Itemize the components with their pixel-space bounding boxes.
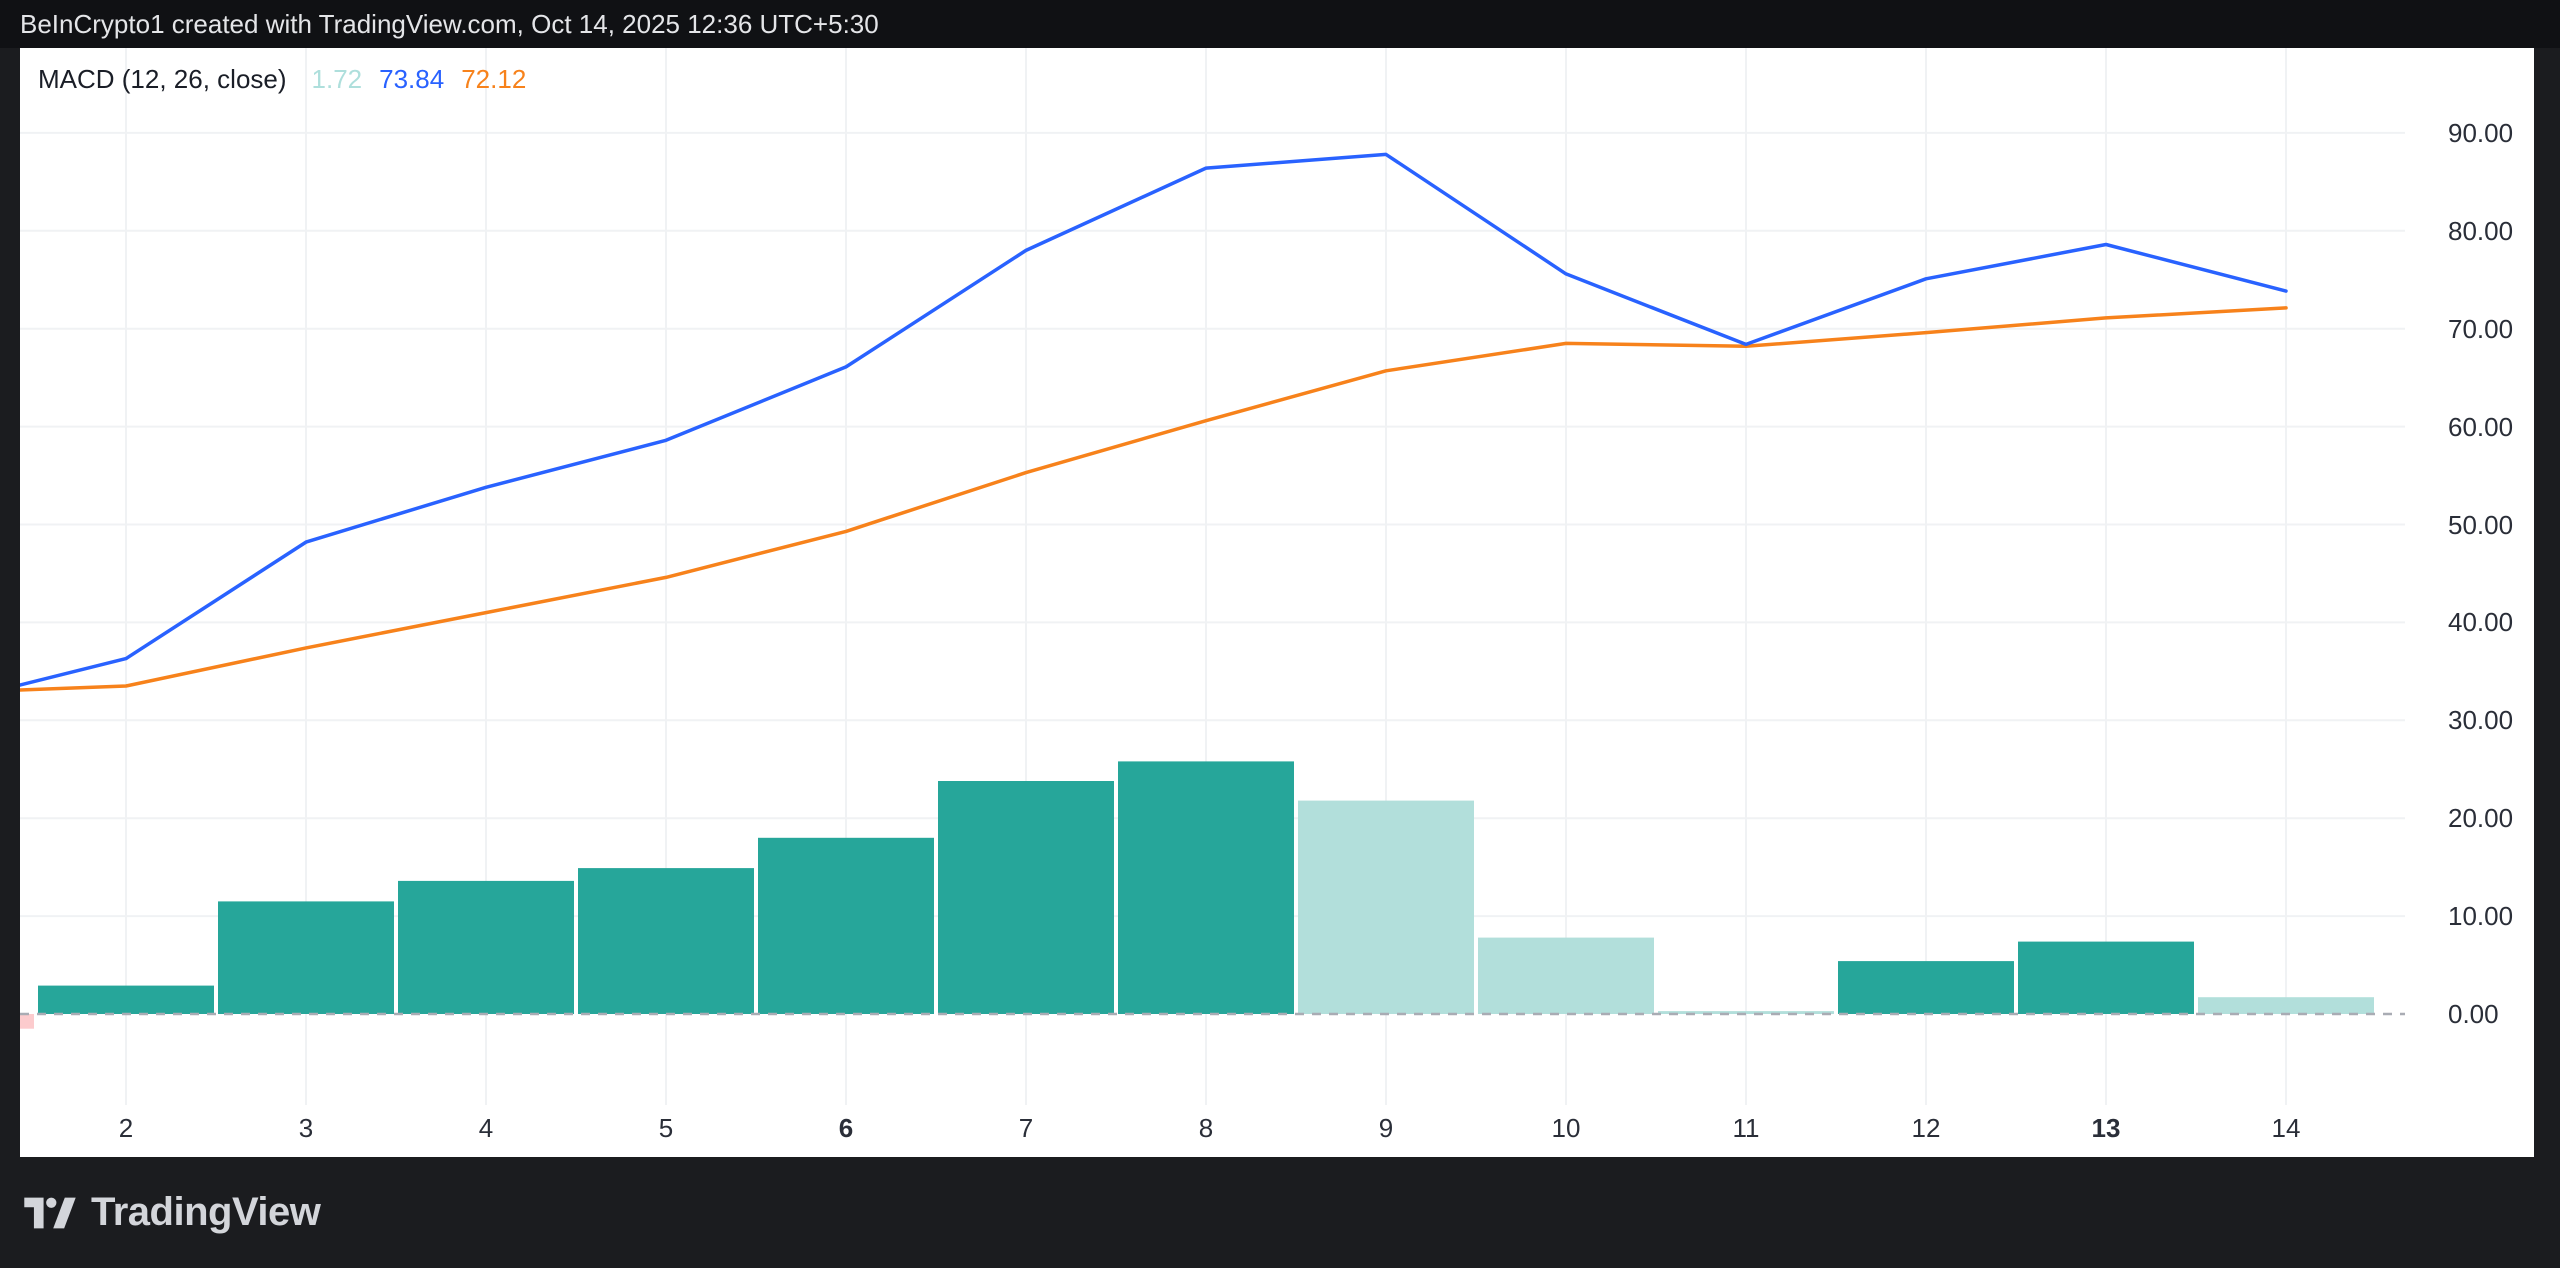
snapshot-title-bar: BeInCrypto1 created with TradingView.com… [0, 0, 2560, 48]
snapshot-title: BeInCrypto1 created with TradingView.com… [20, 8, 879, 39]
brand-footer: TradingView [0, 1157, 2560, 1268]
histogram-bar [938, 781, 1114, 1014]
histogram-bar [398, 880, 574, 1014]
histogram-bar [1478, 937, 1654, 1014]
histogram-bar [1838, 961, 2014, 1014]
signal-line [20, 306, 2288, 692]
histogram-bar [2198, 997, 2374, 1014]
histogram-bar [1658, 1011, 1834, 1014]
histogram-bar [758, 837, 934, 1014]
histogram-bar [2018, 941, 2194, 1014]
histogram-bar [1298, 800, 1474, 1014]
histogram-bar [38, 985, 214, 1014]
tradingview-wordmark[interactable]: TradingView [91, 1190, 321, 1234]
macd-plot [20, 48, 2405, 1105]
legend-macd-value: 73.84 [379, 64, 445, 94]
histogram-bar [20, 1014, 34, 1029]
histogram-bar [218, 901, 394, 1014]
tradingview-logo-icon[interactable] [24, 1195, 76, 1231]
legend-hist-value: 1.72 [311, 64, 363, 94]
legend-signal-value: 72.12 [461, 64, 527, 94]
histogram-bar [578, 868, 754, 1014]
indicator-title: MACD (12, 26, close) [38, 64, 287, 94]
macd-line [20, 152, 2288, 687]
histogram-bar [1118, 761, 1294, 1014]
indicator-legend: MACD (12, 26, close) 1.72 73.84 72.12 [38, 64, 526, 95]
chart-panel: MACD (12, 26, close) 1.72 73.84 72.12 90… [20, 48, 2534, 1157]
